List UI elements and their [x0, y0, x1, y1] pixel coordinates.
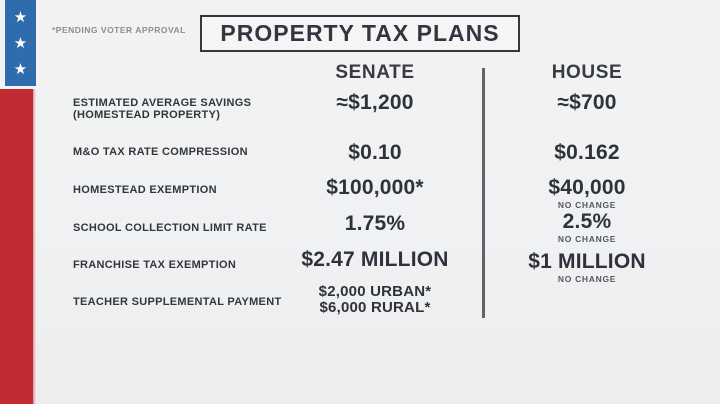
- row-label-line: (HOMESTEAD PROPERTY): [73, 109, 221, 121]
- row-label-franchise-tax-exemption: FRANCHISE TAX EXEMPTION: [73, 259, 288, 271]
- column-header-senate: SENATE: [335, 62, 415, 83]
- value-text: $2,000 URBAN*: [318, 283, 432, 300]
- senate-value-teacher-payment: $2,000 URBAN* $6,000 RURAL*: [280, 284, 470, 316]
- flag-blue-field: ★ ★ ★: [5, 0, 36, 86]
- flag-red-stripe: [0, 89, 36, 404]
- value-text: $0.10: [348, 141, 402, 164]
- page-title: PROPERTY TAX PLANS: [220, 20, 500, 46]
- pending-voter-approval-note: *PENDING VOTER APPROVAL: [52, 25, 186, 35]
- house-value-school-limit-rate: 2.5% NO CHANGE: [492, 210, 682, 245]
- house-value-mo-compression: $0.162: [492, 142, 682, 164]
- no-change-note: NO CHANGE: [557, 234, 617, 244]
- house-value-franchise-exemption: $1 MILLION NO CHANGE: [492, 250, 682, 285]
- value-text: ≈$1,200: [336, 91, 414, 114]
- star-icon: ★: [13, 8, 28, 26]
- star-icon: ★: [13, 60, 28, 78]
- row-label-school-collection-limit-rate: SCHOOL COLLECTION LIMIT RATE: [73, 222, 288, 234]
- column-divider: [482, 68, 485, 318]
- row-label-line: FRANCHISE TAX EXEMPTION: [73, 259, 237, 271]
- row-label-line: SCHOOL COLLECTION LIMIT RATE: [73, 222, 267, 234]
- row-label-line: M&O TAX RATE COMPRESSION: [73, 146, 248, 158]
- house-value-estimated-savings: ≈$700: [492, 92, 682, 114]
- row-label-estimated-average-savings: ESTIMATED AVERAGE SAVINGS (HOMESTEAD PRO…: [73, 97, 288, 121]
- senate-value-homestead-exemption: $100,000*: [280, 177, 470, 199]
- title-box: PROPERTY TAX PLANS: [200, 15, 520, 52]
- value-text: $1 MILLION: [528, 250, 646, 273]
- value-text: 1.75%: [344, 212, 406, 235]
- senate-value-franchise-exemption: $2.47 MILLION: [280, 249, 470, 271]
- value-text: $0.162: [554, 141, 620, 164]
- senate-value-mo-compression: $0.10: [280, 142, 470, 164]
- row-label-teacher-supplemental-payment: TEACHER SUPPLEMENTAL PAYMENT: [73, 296, 288, 308]
- value-text: $2.47 MILLION: [301, 248, 449, 271]
- row-label-mo-tax-rate-compression: M&O TAX RATE COMPRESSION: [73, 146, 288, 158]
- no-change-note: NO CHANGE: [557, 200, 617, 210]
- row-label-line: HOMESTEAD EXEMPTION: [73, 184, 217, 196]
- value-text: $100,000*: [326, 176, 424, 199]
- no-change-note: NO CHANGE: [557, 274, 617, 284]
- value-text: $6,000 RURAL*: [319, 299, 431, 316]
- value-text: ≈$700: [557, 91, 617, 114]
- house-value-homestead-exemption: $40,000 NO CHANGE: [492, 176, 682, 211]
- senate-value-school-limit-rate: 1.75%: [280, 213, 470, 235]
- row-label-homestead-exemption: HOMESTEAD EXEMPTION: [73, 184, 288, 196]
- column-header-house: HOUSE: [551, 62, 623, 83]
- row-label-line: TEACHER SUPPLEMENTAL PAYMENT: [73, 296, 282, 308]
- row-label-line: ESTIMATED AVERAGE SAVINGS: [73, 97, 252, 109]
- value-text: 2.5%: [562, 210, 612, 233]
- senate-value-estimated-savings: ≈$1,200: [280, 92, 470, 114]
- star-icon: ★: [13, 34, 28, 52]
- value-text: $40,000: [548, 176, 626, 199]
